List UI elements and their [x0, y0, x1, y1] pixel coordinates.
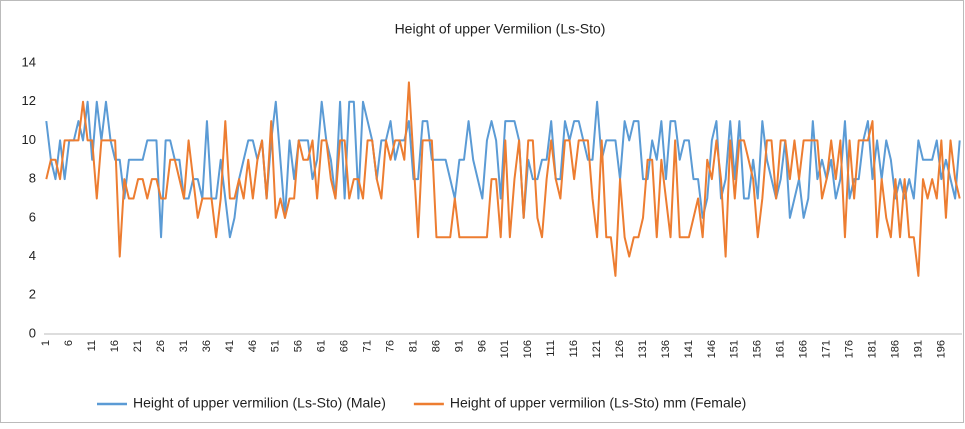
x-tick-label: 176 — [843, 340, 855, 358]
x-tick-label: 16 — [109, 340, 121, 352]
legend-label: Height of upper vermilion (Ls-Sto) (Male… — [133, 395, 386, 411]
y-tick-label: 6 — [29, 209, 36, 224]
x-tick-label: 131 — [637, 340, 649, 358]
x-tick-label: 1 — [40, 340, 52, 346]
x-tick-label: 186 — [889, 340, 901, 358]
x-tick-label: 81 — [407, 340, 419, 352]
x-tick-label: 161 — [775, 340, 787, 358]
x-tick-label: 156 — [752, 340, 764, 358]
x-tick-label: 56 — [293, 340, 305, 352]
x-tick-label: 31 — [178, 340, 190, 352]
x-tick-label: 191 — [912, 340, 924, 358]
x-tick-label: 91 — [453, 340, 465, 352]
x-tick-label: 46 — [247, 340, 259, 352]
x-tick-label: 21 — [132, 340, 144, 352]
legend-label: Height of upper vermilion (Ls-Sto) mm (F… — [450, 395, 746, 411]
x-tick-label: 51 — [270, 340, 282, 352]
x-tick-label: 111 — [545, 340, 557, 357]
x-tick-label: 11 — [86, 340, 98, 351]
series-line — [45, 81, 961, 277]
y-tick-label: 10 — [22, 132, 36, 147]
chart-title: Height of upper Vermilion (Ls-Sto) — [395, 21, 606, 37]
y-tick-label: 2 — [29, 287, 36, 302]
y-tick-label: 14 — [22, 54, 36, 69]
x-tick-label: 141 — [683, 340, 695, 358]
x-tick-label: 61 — [316, 340, 328, 352]
x-tick-label: 36 — [201, 340, 213, 352]
x-tick-label: 86 — [430, 340, 442, 352]
x-tick-label: 116 — [568, 340, 580, 358]
x-tick-label: 41 — [224, 340, 236, 352]
y-tick-label: 12 — [22, 93, 36, 108]
x-tick-label: 71 — [362, 340, 374, 352]
x-tick-label: 6 — [63, 340, 75, 346]
x-tick-label: 181 — [866, 340, 878, 358]
y-tick-label: 4 — [29, 248, 36, 263]
x-tick-label: 126 — [614, 340, 626, 358]
y-tick-label: 8 — [29, 171, 36, 186]
series-line — [45, 100, 961, 239]
x-tick-label: 106 — [522, 340, 534, 358]
x-tick-label: 96 — [476, 340, 488, 352]
x-tick-label: 66 — [339, 340, 351, 352]
x-tick-label: 136 — [660, 340, 672, 358]
x-tick-label: 146 — [706, 340, 718, 358]
x-tick-label: 151 — [729, 340, 741, 358]
x-tick-label: 171 — [821, 340, 833, 358]
x-tick-label: 76 — [384, 340, 396, 352]
x-tick-label: 196 — [935, 340, 947, 358]
x-tick-label: 101 — [499, 340, 511, 358]
x-tick-label: 166 — [798, 340, 810, 358]
x-tick-label: 26 — [155, 340, 167, 352]
y-tick-label: 0 — [29, 325, 36, 340]
x-tick-label: 121 — [591, 340, 603, 358]
